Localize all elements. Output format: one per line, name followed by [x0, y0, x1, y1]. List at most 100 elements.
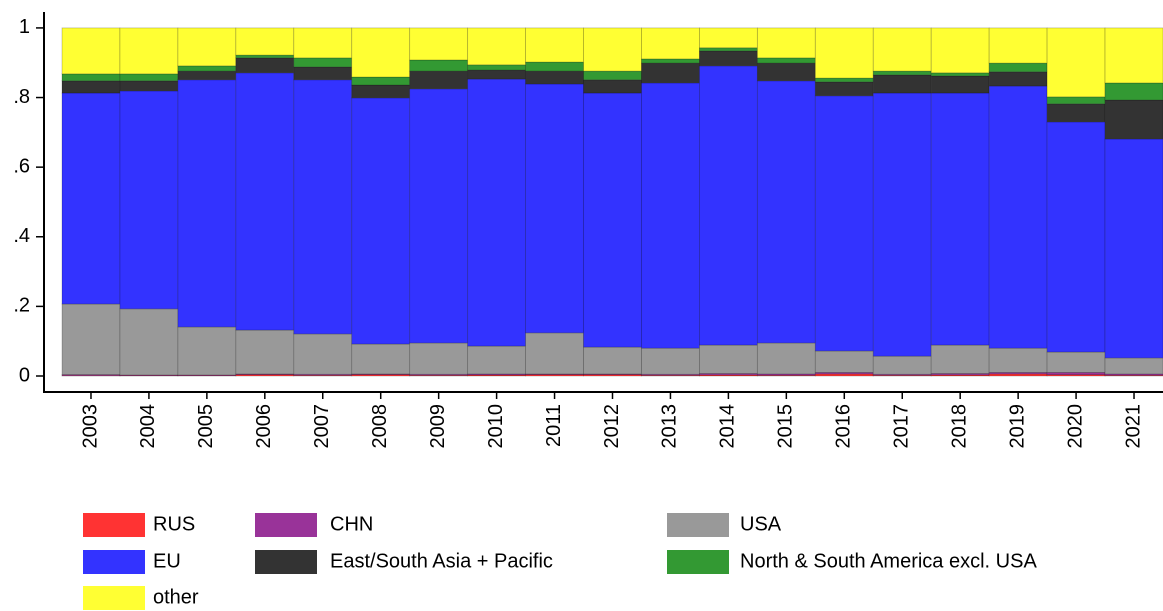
x-tick-label: 2015 [775, 404, 797, 449]
x-tick-label: 2021 [1122, 404, 1144, 449]
bar-segment [235, 57, 295, 74]
bar-segment [583, 70, 642, 81]
bar-segment [119, 90, 179, 310]
bar-segment [293, 57, 353, 68]
bar-segment [351, 84, 411, 99]
bar-segment [61, 92, 121, 305]
bar-segment [641, 27, 700, 60]
bar-segment [467, 345, 526, 375]
bar-segment [699, 27, 758, 49]
bar-segment [872, 92, 932, 357]
bar-segment [293, 66, 353, 81]
bar-segment [872, 355, 932, 375]
bar-segment [699, 50, 758, 67]
bar-segment [583, 92, 642, 348]
bar-segment [409, 342, 469, 375]
bar-segment [467, 64, 526, 71]
y-tick-label: 1 [19, 16, 30, 38]
bar-segment [988, 71, 1048, 87]
bar-segment [61, 80, 121, 94]
bar-segment [814, 350, 874, 373]
x-tick-label: 2003 [79, 404, 101, 449]
bar-segment [699, 344, 758, 374]
bar-segment [641, 58, 700, 64]
bar-segment [641, 82, 700, 349]
bar-segment [235, 72, 295, 331]
x-tick-label: 2011 [543, 404, 565, 447]
bar-segment [814, 95, 874, 352]
bar-segment [351, 97, 411, 345]
bar-segment [235, 27, 295, 56]
bar-segment [467, 69, 526, 80]
bar-segment [988, 85, 1048, 349]
bar-segment [756, 80, 816, 344]
bar-segment [525, 332, 584, 375]
legend-label: RUS [153, 513, 195, 535]
bar-segment [409, 59, 469, 72]
legend-label: other [153, 586, 199, 608]
bar-segment [1046, 103, 1106, 123]
x-tick-label: 2014 [717, 404, 739, 449]
legend-swatch [255, 550, 317, 574]
x-tick-label: 2006 [253, 404, 275, 449]
x-tick-label: 2008 [369, 404, 391, 449]
y-tick-label: .2 [13, 295, 30, 317]
bar-segment [1046, 351, 1106, 373]
bar-segment [61, 27, 121, 75]
y-tick-label: .4 [13, 225, 30, 247]
bar-segment [1104, 138, 1163, 359]
legend-swatch [83, 586, 145, 610]
x-tick-label: 2016 [833, 404, 855, 449]
legend-label: North & South America excl. USA [740, 550, 1037, 572]
bar-segment [583, 27, 642, 72]
bar-segment [872, 74, 932, 94]
bar-segment [409, 70, 469, 90]
bar-segment [930, 344, 990, 374]
bar-segment [177, 326, 237, 376]
bar-segment [699, 65, 758, 346]
bar-segment [177, 70, 237, 81]
bar-segment [756, 62, 816, 82]
bar-segment [930, 92, 990, 346]
bar-segment [177, 65, 237, 72]
bar-segment [814, 77, 874, 83]
bar-segment [930, 27, 990, 74]
bar-segment [756, 57, 816, 64]
bar-segment [1046, 121, 1106, 353]
bar-segment [1046, 96, 1106, 105]
x-tick-label: 2019 [1006, 404, 1028, 449]
bar-segment [583, 346, 642, 375]
bar-segment [814, 81, 874, 97]
bar-segment [293, 333, 353, 375]
bar-segment [1104, 27, 1163, 84]
x-tick-label: 2013 [659, 404, 681, 449]
bar-segment [177, 27, 237, 67]
legend-swatch [255, 513, 317, 537]
bar-segment [756, 27, 816, 59]
bar-segment [177, 79, 237, 328]
legend-swatch [83, 550, 145, 574]
bar-segment [235, 54, 295, 59]
bar-segment [235, 329, 295, 375]
legend-swatch [667, 513, 729, 537]
bar-segment [641, 347, 700, 375]
x-tick-label: 2004 [137, 404, 159, 449]
x-tick-label: 2007 [311, 404, 333, 449]
bar-segment [409, 27, 469, 61]
bar-segment [351, 343, 411, 375]
bar-segment [525, 83, 584, 334]
legend-label: EU [153, 550, 181, 572]
y-tick-label: .8 [13, 86, 30, 108]
bar-segment [467, 27, 526, 66]
bar-segment [872, 70, 932, 76]
bar-segment [525, 27, 584, 63]
bar-segment [119, 80, 179, 92]
x-tick-label: 2020 [1064, 404, 1086, 449]
bar-segment [641, 62, 700, 84]
legend-swatch [667, 550, 729, 574]
x-tick-label: 2010 [485, 404, 507, 449]
bar-segment [119, 27, 179, 75]
x-tick-label: 2018 [948, 404, 970, 449]
bar-segment [61, 73, 121, 82]
